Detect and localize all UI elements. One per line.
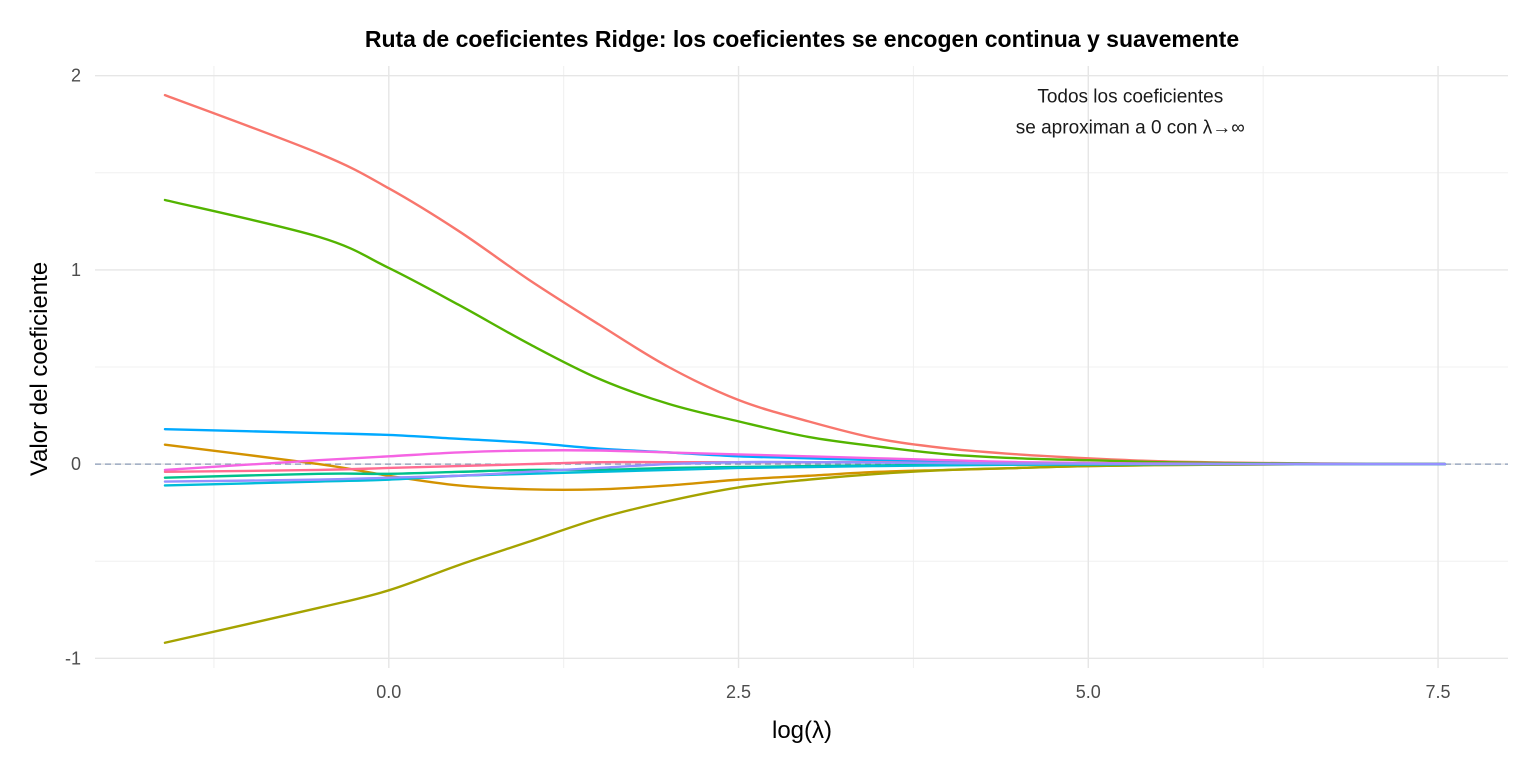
x-tick-labels: 0.0 2.5 5.0 7.5 <box>376 682 1450 702</box>
y-tick-label: 2 <box>71 66 81 86</box>
series-line-5 <box>163 462 1447 644</box>
y-tick-label: 0 <box>71 454 81 474</box>
x-axis-label: log(λ) <box>772 717 832 744</box>
x-tick-label: 0.0 <box>376 682 401 702</box>
minor-grid <box>95 66 1508 668</box>
annotation-line-2: se aproximan a 0 con λ→∞ <box>1016 118 1245 139</box>
x-tick-label: 2.5 <box>726 682 751 702</box>
y-tick-label: 1 <box>71 260 81 280</box>
annotation-line-1: Todos los coeficientes <box>1037 87 1223 108</box>
y-tick-label: -1 <box>65 648 81 668</box>
chart-title: Ruta de coeficientes Ridge: los coeficie… <box>365 26 1239 52</box>
series-line-1 <box>163 93 1447 466</box>
x-tick-label: 5.0 <box>1076 682 1101 702</box>
series-layer <box>163 93 1447 644</box>
series-line-10 <box>163 460 1447 483</box>
x-tick-label: 7.5 <box>1426 682 1451 702</box>
y-tick-labels: -1 0 1 2 <box>65 66 81 669</box>
series-line-2 <box>163 198 1447 466</box>
y-axis-label: Valor del coeficiente <box>26 262 53 476</box>
